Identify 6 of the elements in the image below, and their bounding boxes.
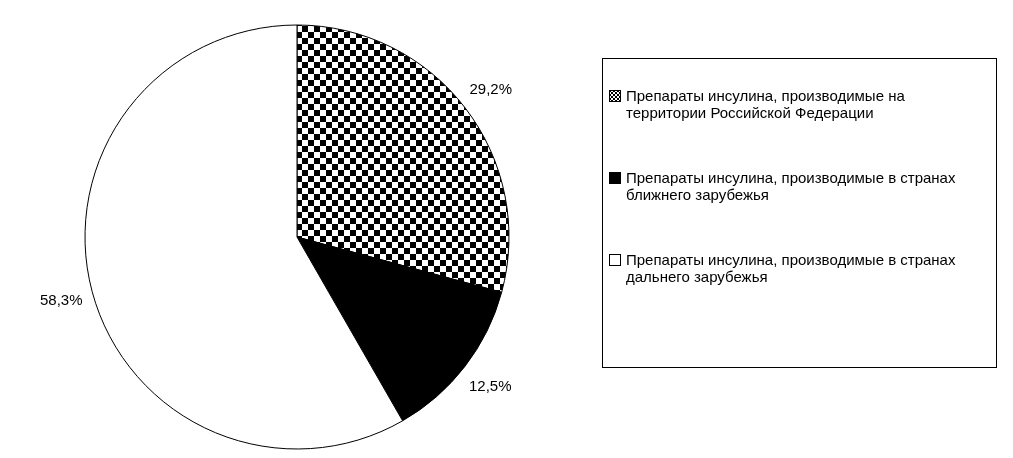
legend-label: Препараты инсулина, производимые в странах дальнего зарубежья [626,251,957,285]
legend-label: Препараты инсулина, производимые в странах ближнего зарубежья [626,169,957,203]
data-label: 58,3% [39,291,83,309]
data-label: 29,2% [469,80,513,98]
data-label: 12,5% [468,377,512,395]
slice-label: Препараты инсулина, производимые на территории Российской Федерации [626,87,906,121]
